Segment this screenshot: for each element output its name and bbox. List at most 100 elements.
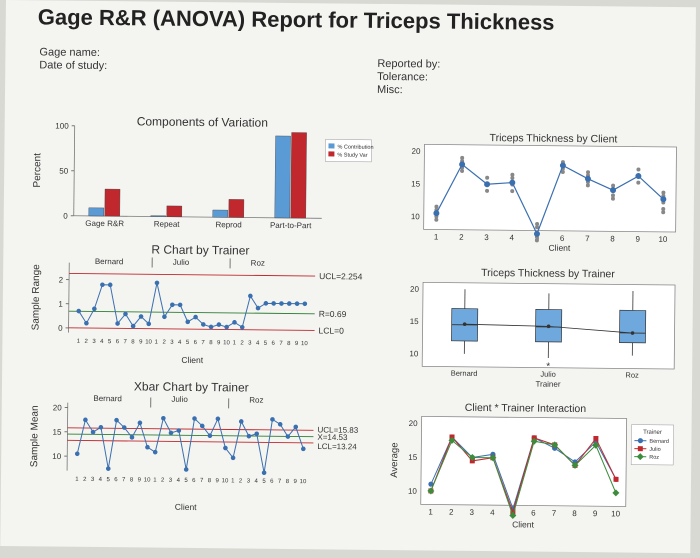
interaction-point [613, 477, 618, 482]
xbar-chart-x-tick-label: 9 [138, 477, 142, 483]
xbar-chart-x-tick-label: 2 [161, 478, 165, 484]
r-chart-x-tick-label: 3 [248, 341, 252, 347]
components-bar [275, 136, 291, 218]
xbar-chart-x-tick-label: 7 [278, 479, 282, 485]
by-client-x-tick-label: 3 [484, 233, 489, 242]
interaction-x-tick-label: 3 [469, 508, 474, 517]
by-client-x-tick-label: 4 [509, 233, 514, 242]
r-chart-x-tick-label: 8 [131, 339, 135, 345]
xbar-chart-x-tick-label: 4 [255, 479, 259, 485]
components-bar [105, 189, 120, 216]
by-trainer-category-label: Bernard [451, 369, 478, 378]
r-chart-limit-label: LCL=0 [319, 325, 345, 335]
components-category-label: Part-to-Part [270, 221, 312, 230]
xbar-chart-x-tick-label: 10 [300, 479, 307, 485]
xbar-chart-point [262, 470, 267, 475]
interaction-legend-label: Julio [649, 447, 660, 453]
interaction-x-tick-label: 9 [593, 509, 598, 518]
by-client-x-tick-label: 2 [459, 233, 464, 242]
r-chart-point [209, 325, 214, 330]
r-chart-x-tick-label: 6 [116, 339, 120, 345]
xbar-chart-x-tick-label: 6 [270, 479, 274, 485]
xbar-chart-x-tick-label: 1 [231, 478, 235, 484]
components-legend-label: % Study Var [337, 152, 367, 158]
r-chart-x-tick-label: 9 [295, 341, 299, 347]
interaction-y-tick-label: 20 [409, 419, 419, 428]
xbar-chart-x-tick-label: 9 [293, 479, 297, 485]
xbar-chart-limit-label: X=14.53 [317, 433, 348, 442]
xbar-chart-y-tick-label: 20 [53, 403, 63, 412]
xbar-chart-x-tick-label: 3 [169, 478, 173, 484]
r-chart-group-label: Roz [251, 259, 265, 268]
xbar-chart-x-tick-label: 1 [153, 478, 157, 484]
xbar-chart-x-tick-label: 5 [106, 477, 110, 483]
interaction-x-tick-label: 1 [428, 507, 433, 516]
xbar-chart-x-tick-label: 2 [83, 477, 87, 483]
r-chart-x-tick-label: 10 [223, 340, 230, 346]
xbar-chart-point [106, 466, 111, 471]
xbar-chart-x-label: Client [175, 502, 197, 512]
interaction-x-tick-label: 8 [572, 509, 577, 518]
xbar-chart-point [184, 467, 189, 472]
r-chart-x-tick-label: 4 [256, 341, 260, 347]
interaction-x-tick-label: 7 [552, 509, 557, 518]
r-chart-x-tick-label: 1 [155, 340, 159, 346]
xbar-chart-point [247, 434, 252, 439]
by-client-x-tick-label: 7 [585, 234, 590, 243]
xbar-chart-point [75, 451, 80, 456]
xbar-chart-point [254, 431, 259, 436]
r-chart-point [303, 301, 308, 306]
xbar-chart-limit-label: LCL=13.24 [317, 442, 357, 451]
xbar-chart-y-tick-label: 15 [53, 428, 63, 437]
r-chart-x-label: Client [181, 355, 203, 365]
xbar-chart-x-tick-label: 3 [247, 479, 251, 485]
gage-name-label: Gage name: [39, 46, 107, 60]
xbar-chart-x-tick-label: 5 [262, 479, 266, 485]
r-chart-point [271, 301, 276, 306]
r-chart-x-tick-label: 3 [170, 340, 174, 346]
interaction-frame [421, 416, 627, 506]
by-client-y-tick-label: 15 [411, 179, 421, 188]
interaction-x-label: Client [512, 519, 534, 529]
r-chart-x-tick-label: 5 [108, 339, 112, 345]
right-meta: Reported by: Tolerance: Misc: [377, 58, 440, 98]
xbar-chart-point [99, 425, 104, 430]
r-chart-point [287, 301, 292, 306]
xbar-chart-x-tick-label: 8 [130, 477, 134, 483]
xbar-chart-limit-line [67, 434, 313, 437]
xbar-chart-y-axis [67, 403, 68, 471]
reported-by-label: Reported by: [377, 58, 440, 72]
xbar-chart-x-tick-label: 10 [144, 477, 151, 483]
r-chart-limit-line [69, 328, 315, 331]
r-chart-x-tick-label: 1 [233, 340, 237, 346]
xbar-chart-x-tick-label: 8 [208, 478, 212, 484]
tolerance-label: Tolerance: [377, 71, 440, 85]
r-chart-point [178, 303, 183, 308]
r-chart-point [92, 306, 97, 311]
by-client-y-tick-label: 10 [411, 212, 421, 221]
xbar-chart-x-tick-label: 7 [122, 477, 126, 483]
xbar-chart-point [216, 416, 221, 421]
r-chart-x-tick-label: 2 [240, 340, 244, 346]
misc-label: Misc: [377, 84, 440, 98]
r-chart-y-tick-label: 1 [58, 300, 63, 309]
components-bar [213, 210, 228, 217]
by-trainer-box [619, 310, 645, 343]
r-chart-x-tick-label: 2 [162, 340, 166, 346]
r-chart-x-tick-label: 7 [201, 340, 205, 346]
r-chart-x-tick-label: 8 [209, 340, 213, 346]
components-category-label: Reprod [215, 220, 241, 229]
r-chart-x-tick-label: 10 [301, 341, 308, 347]
left-meta: Gage name: Date of study: [39, 46, 107, 73]
r-chart-point [295, 301, 300, 306]
components-y-tick-label: 50 [59, 167, 69, 176]
r-chart-x-tick-label: 9 [139, 339, 143, 345]
xbar-chart-x-tick-label: 4 [99, 477, 103, 483]
interaction-legend-marker [638, 446, 643, 451]
interaction-y-label: Average [389, 442, 400, 477]
interaction-point [593, 436, 598, 441]
components-y-label: Percent [32, 153, 43, 188]
r-chart-y-tick-label: 2 [59, 275, 64, 284]
r-chart-limit-line [69, 273, 315, 276]
r-chart-point [100, 282, 105, 287]
